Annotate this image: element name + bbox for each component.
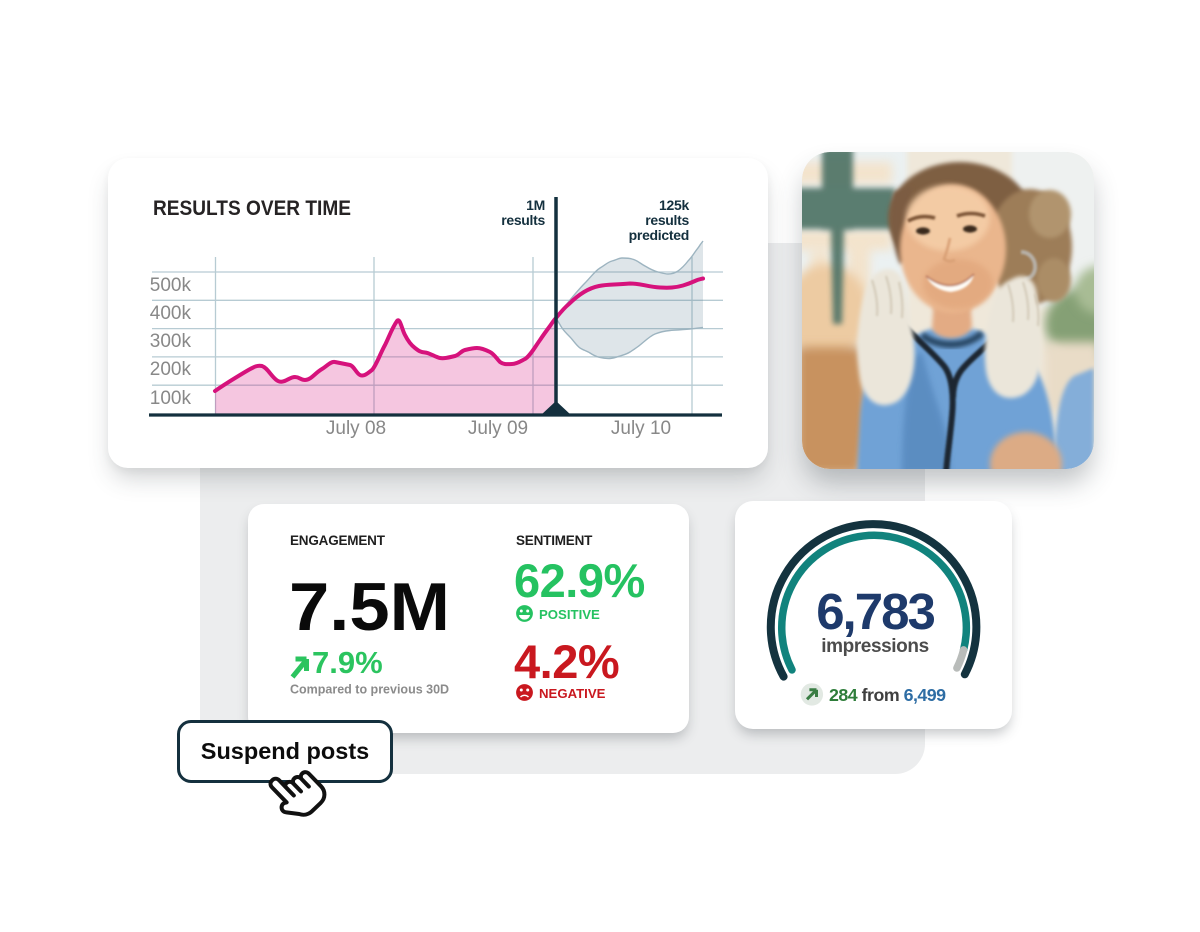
svg-text:125k: 125k xyxy=(659,197,689,213)
svg-text:500k: 500k xyxy=(150,275,192,296)
svg-text:1M: 1M xyxy=(526,197,545,213)
svg-text:7.5M: 7.5M xyxy=(289,569,450,645)
svg-text:6,783: 6,783 xyxy=(816,583,934,640)
svg-text:200k: 200k xyxy=(150,359,192,380)
svg-text:62.9%: 62.9% xyxy=(514,554,645,607)
svg-text:predicted: predicted xyxy=(629,227,689,243)
svg-text:NEGATIVE: NEGATIVE xyxy=(539,686,606,701)
svg-text:July 10: July 10 xyxy=(611,418,671,439)
svg-text:400k: 400k xyxy=(150,303,192,324)
svg-text:300k: 300k xyxy=(150,331,192,352)
svg-text:impressions: impressions xyxy=(821,636,929,657)
svg-text:SENTIMENT: SENTIMENT xyxy=(516,533,593,548)
svg-text:4.2%: 4.2% xyxy=(514,635,619,688)
svg-text:7.9%: 7.9% xyxy=(312,645,383,680)
svg-text:July 08: July 08 xyxy=(326,418,386,439)
svg-text:results: results xyxy=(645,212,689,228)
svg-text:July 09: July 09 xyxy=(468,418,528,439)
svg-text:284 from 6,499: 284 from 6,499 xyxy=(829,685,946,705)
svg-text:Compared to previous 30D: Compared to previous 30D xyxy=(290,683,449,697)
svg-text:POSITIVE: POSITIVE xyxy=(539,607,600,622)
svg-text:100k: 100k xyxy=(150,388,192,409)
svg-text:RESULTS OVER TIME: RESULTS OVER TIME xyxy=(153,196,351,220)
svg-text:ENGAGEMENT: ENGAGEMENT xyxy=(290,533,386,548)
svg-text:results: results xyxy=(501,212,545,228)
